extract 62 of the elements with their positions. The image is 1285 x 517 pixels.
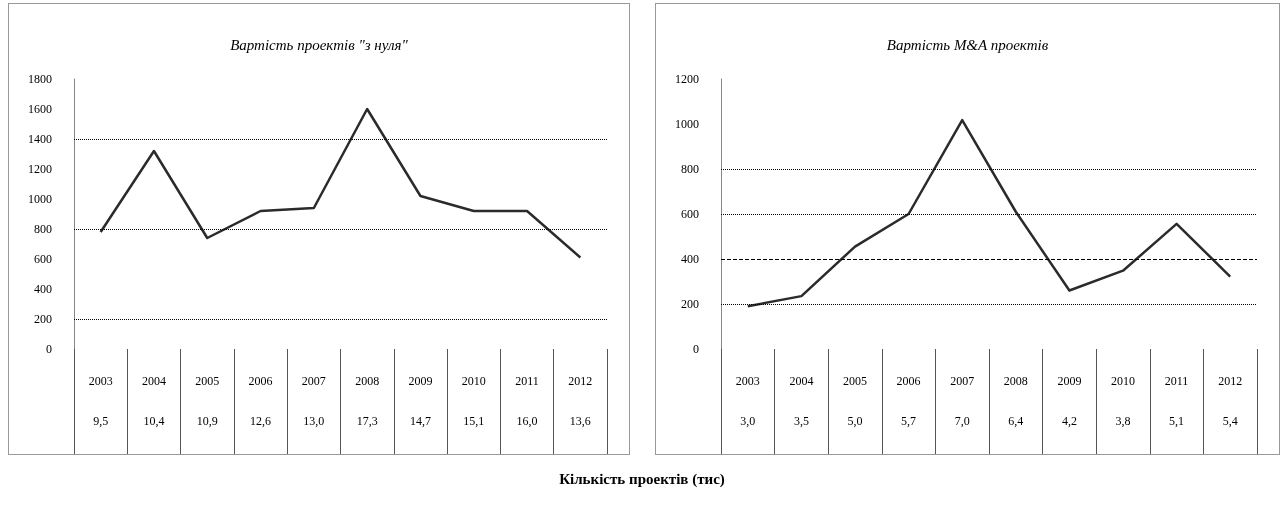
text: 13,0 xyxy=(303,414,325,428)
text: 5,1 xyxy=(1169,414,1185,428)
y-tick-label: 400 xyxy=(681,252,699,266)
line-series xyxy=(99,107,582,259)
y-tick-label: 0 xyxy=(46,342,52,356)
x-tick-label: 2006 xyxy=(248,374,273,388)
y-tick-label: 600 xyxy=(34,252,52,266)
text: 3,0 xyxy=(740,414,756,428)
y-tick-label: 1400 xyxy=(28,132,52,146)
text: 17,3 xyxy=(356,414,378,428)
x-tick-label: 2011 xyxy=(515,374,539,388)
text: 6,4 xyxy=(1008,414,1024,428)
chart-title: Вартість M&A проектів xyxy=(886,36,1049,53)
y-tick-label: 1200 xyxy=(28,162,52,176)
text: 13,6 xyxy=(569,414,591,428)
y-tick-label: 200 xyxy=(681,297,699,311)
x-tick-label: 2006 xyxy=(896,374,921,388)
x-tick-label: 2003 xyxy=(88,374,113,388)
text: Кількість проектів (тис) xyxy=(558,470,726,488)
y-tick-label: 400 xyxy=(34,282,52,296)
x-tick-label: 2010 xyxy=(1111,374,1135,388)
text: 3,8 xyxy=(1115,414,1131,428)
y-tick-label: 1000 xyxy=(675,117,699,131)
chart-title: Вартість проектів "з нуля" xyxy=(230,36,409,53)
y-tick-label: 1600 xyxy=(28,102,52,116)
x-tick-label: 2004 xyxy=(141,374,166,388)
x-tick-label: 2011 xyxy=(1164,374,1189,388)
text: 16,0 xyxy=(516,414,538,428)
text: 10,4 xyxy=(143,414,165,428)
text: 10,9 xyxy=(196,414,218,428)
text: 7,0 xyxy=(954,414,970,428)
x-tick-label: 2005 xyxy=(195,374,220,388)
x-tick-label: 2012 xyxy=(568,374,593,388)
x-tick-label: 2008 xyxy=(355,374,380,388)
y-tick-label: 1000 xyxy=(28,192,52,206)
y-tick-label: 800 xyxy=(34,222,52,236)
x-tick-label: 2012 xyxy=(1218,374,1243,388)
x-tick-label: 2008 xyxy=(1003,374,1028,388)
text: 12,6 xyxy=(250,414,272,428)
y-tick-label: 0 xyxy=(693,342,699,356)
text: 3,5 xyxy=(793,414,809,428)
text: 9,5 xyxy=(93,414,109,428)
x-tick-label: 2010 xyxy=(461,374,486,388)
y-tick-label: 600 xyxy=(681,207,699,221)
line-series xyxy=(746,118,1232,308)
x-tick-label: 2007 xyxy=(301,374,326,388)
y-tick-label: 200 xyxy=(34,312,52,326)
x-tick-label: 2003 xyxy=(735,374,760,388)
y-tick-label: 1200 xyxy=(675,72,699,86)
text: 5,7 xyxy=(901,414,917,428)
text: 5,0 xyxy=(847,414,863,428)
x-tick-label: 2007 xyxy=(950,374,975,388)
x-tick-label: 2009 xyxy=(1057,374,1082,388)
text: 14,7 xyxy=(409,414,431,428)
y-tick-label: 1800 xyxy=(28,72,52,86)
text: 15,1 xyxy=(463,414,485,428)
text: 5,4 xyxy=(1222,414,1238,428)
x-tick-label: 2005 xyxy=(843,374,867,388)
text: 4,2 xyxy=(1061,414,1077,428)
y-tick-label: 800 xyxy=(681,162,699,176)
x-tick-label: 2004 xyxy=(789,374,814,388)
x-tick-label: 2009 xyxy=(408,374,433,388)
